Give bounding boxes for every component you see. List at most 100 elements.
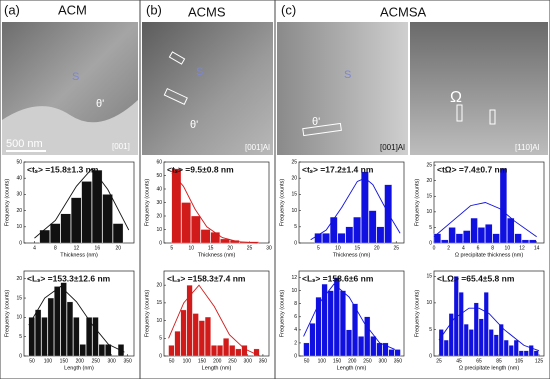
x-tick-label: 250: [363, 358, 372, 364]
x-tick-label: 4: [462, 245, 465, 251]
bar: [60, 213, 71, 244]
x-tick-label: 20: [227, 245, 233, 251]
y-tick-label: 15: [16, 295, 22, 301]
image-box: [163, 87, 188, 105]
x-tick-label: 100: [318, 358, 327, 364]
image-box: [168, 51, 186, 65]
x-axis-label: Ω precipitate length (nm): [459, 365, 520, 371]
bar: [448, 227, 456, 244]
bar: [455, 233, 463, 244]
y-tick-label: 5: [294, 224, 297, 230]
y-tick-label: 10: [291, 208, 297, 214]
panel-letter: (a): [4, 2, 20, 17]
panel-name: ACM: [58, 2, 87, 17]
y-tick-label: 20: [426, 178, 432, 184]
bar: [513, 339, 519, 357]
bar: [376, 342, 383, 357]
y-tick-label: 12: [291, 275, 297, 281]
bar: [47, 297, 54, 357]
y-tick-label: 10: [16, 315, 22, 321]
y-tick-label: 10: [426, 209, 432, 215]
bar: [35, 309, 42, 357]
bar: [523, 350, 529, 357]
y-tick-label: 0: [429, 353, 432, 359]
image-label: S: [72, 71, 79, 83]
bar: [171, 168, 182, 244]
y-tick-label: 30: [156, 200, 162, 206]
bar: [358, 336, 365, 357]
y-axis-label: Frequency (counts): [414, 290, 420, 338]
image-label: S: [344, 69, 351, 81]
bar: [112, 223, 124, 244]
y-tick-label: 10: [16, 224, 22, 230]
bar: [333, 277, 340, 357]
x-axis-label: Thickness (nm): [333, 252, 371, 258]
bar: [241, 345, 248, 357]
bar: [223, 338, 230, 357]
image-label: Ω: [450, 89, 462, 106]
bar: [339, 290, 346, 357]
x-tick-label: 5: [170, 245, 173, 251]
bar: [70, 197, 82, 244]
bar: [192, 313, 199, 357]
x-tick-label: 125: [535, 358, 544, 364]
fit-curve: [34, 167, 130, 239]
y-tick-label: 0: [19, 353, 22, 359]
x-tick-label: 300: [108, 358, 117, 364]
x-tick-label: 350: [394, 358, 403, 364]
bar: [191, 215, 201, 244]
y-tick-label: 8: [294, 301, 297, 307]
panel-letter: (c): [281, 2, 296, 17]
x-tick-label: 350: [259, 358, 268, 364]
bar: [514, 233, 522, 244]
x-tick-label: 25: [393, 245, 399, 251]
bar: [493, 334, 499, 357]
y-tick-label: 30: [16, 192, 22, 198]
x-axis-label: Thickness (nm): [60, 252, 98, 258]
bar: [376, 226, 385, 244]
x-tick-label: 50: [29, 358, 35, 364]
bar: [91, 169, 103, 244]
y-tick-label: 0: [159, 240, 162, 246]
x-tick-label: 200: [213, 358, 222, 364]
bar: [168, 345, 175, 357]
bar: [322, 233, 330, 244]
image-box: [456, 104, 463, 122]
scale-label: 500 nm: [6, 138, 43, 150]
y-tick-label: 10: [156, 318, 162, 324]
annotation: <tₛ> =9.5±0.8 nm: [167, 164, 234, 174]
bar: [488, 329, 494, 357]
bar: [315, 297, 322, 357]
bar: [79, 344, 86, 357]
bar: [346, 329, 352, 357]
x-tick-label: 16: [95, 245, 101, 251]
y-tick-label: 20: [291, 176, 297, 182]
bar: [478, 318, 484, 357]
image-box: [489, 109, 496, 125]
y-tick-label: 50: [16, 159, 22, 165]
zone-axis: [001]Al: [380, 143, 405, 152]
bar: [503, 339, 509, 357]
bar: [92, 317, 99, 357]
y-tick-label: 20: [156, 282, 162, 288]
x-tick-label: 15: [208, 245, 214, 251]
x-tick-label: 300: [379, 358, 388, 364]
tem-image: [142, 22, 273, 155]
x-tick-label: 12: [519, 245, 525, 251]
y-axis-label: Frequency (counts): [144, 290, 150, 338]
bar: [364, 316, 371, 357]
bar: [353, 216, 361, 244]
bar: [180, 309, 187, 357]
bar: [321, 283, 328, 357]
x-tick-label: 20: [374, 245, 380, 251]
bar: [198, 320, 205, 357]
y-tick-label: 15: [426, 274, 432, 280]
bar: [485, 224, 493, 244]
bar: [441, 239, 449, 244]
x-tick-label: 65: [476, 358, 482, 364]
annotation: <LΩ> =65.4±5.8 nm: [437, 273, 515, 283]
x-tick-label: 0: [433, 245, 436, 251]
x-tick-label: 5: [317, 245, 320, 251]
x-tick-label: 85: [496, 358, 502, 364]
x-tick-label: 100: [183, 358, 192, 364]
